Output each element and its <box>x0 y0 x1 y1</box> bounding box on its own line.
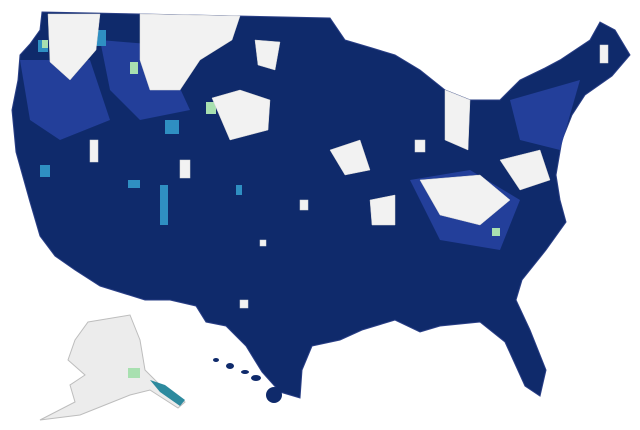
island <box>226 363 234 369</box>
island <box>213 358 219 362</box>
region <box>96 30 106 46</box>
region <box>42 40 48 48</box>
region <box>239 299 249 309</box>
no-data-counties <box>47 13 609 309</box>
region <box>165 120 179 134</box>
region <box>499 149 551 191</box>
region <box>444 89 471 151</box>
alaska-region <box>128 368 140 378</box>
region <box>40 165 50 177</box>
region <box>369 194 396 226</box>
region <box>160 185 168 225</box>
region <box>100 40 190 120</box>
island <box>251 375 261 381</box>
region <box>329 139 371 176</box>
region <box>130 62 138 74</box>
region <box>47 13 101 81</box>
region <box>236 185 242 195</box>
region <box>254 39 281 71</box>
island <box>266 387 282 403</box>
region <box>599 44 609 64</box>
region <box>419 174 511 226</box>
region <box>299 199 309 211</box>
region <box>89 139 99 163</box>
region <box>20 60 110 140</box>
region <box>259 239 267 247</box>
region <box>139 13 241 91</box>
region <box>128 180 140 188</box>
pale-counties <box>42 40 500 236</box>
region <box>211 89 271 141</box>
region <box>414 139 426 153</box>
alaska-panhandle <box>150 380 185 406</box>
island <box>241 370 249 374</box>
region <box>492 228 500 236</box>
alaska <box>39 314 186 421</box>
hawaii <box>213 358 282 403</box>
region <box>179 159 191 179</box>
region <box>206 102 216 114</box>
region <box>510 80 580 150</box>
